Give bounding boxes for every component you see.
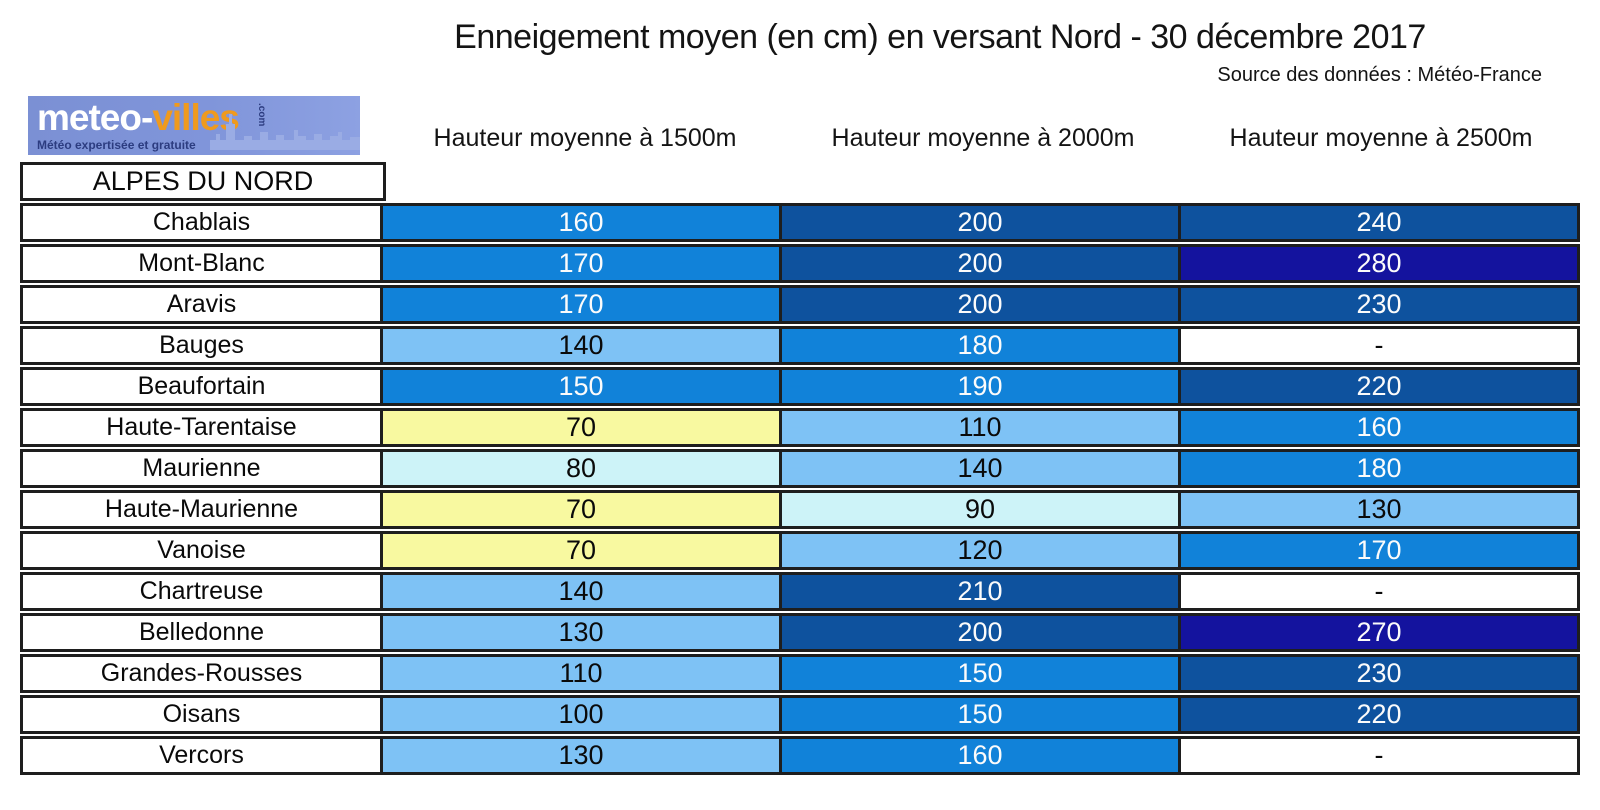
- value-cell: 200: [782, 616, 1181, 649]
- value-cell: 140: [383, 575, 782, 608]
- value-cell: 170: [383, 288, 782, 321]
- value-cell: 180: [782, 329, 1181, 362]
- value-cell: 110: [782, 411, 1181, 444]
- value-cell: 140: [782, 452, 1181, 485]
- page-title: Enneigement moyen (en cm) en versant Nor…: [454, 18, 1426, 56]
- table-row: Vanoise 70 120 170: [20, 531, 1580, 570]
- region-name: Mont-Blanc: [23, 247, 383, 280]
- region-name: Beaufortain: [23, 370, 383, 403]
- value-cell: 160: [782, 739, 1181, 772]
- value-cell: -: [1181, 329, 1577, 362]
- value-cell: 280: [1181, 247, 1577, 280]
- value-cell: 150: [383, 370, 782, 403]
- snow-depth-table: ALPES DU NORD Chablais 160 200 240 Mont-…: [20, 162, 1580, 775]
- table-row: Aravis 170 200 230: [20, 285, 1580, 324]
- table-row: Haute-Maurienne 70 90 130: [20, 490, 1580, 529]
- table-row: Mont-Blanc 170 200 280: [20, 244, 1580, 283]
- data-source-caption: Source des données : Météo-France: [1217, 64, 1542, 86]
- value-cell: 100: [383, 698, 782, 731]
- value-cell: 110: [383, 657, 782, 690]
- value-cell: 160: [1181, 411, 1577, 444]
- value-cell: 80: [383, 452, 782, 485]
- logo-brand-part1: meteo-: [37, 97, 153, 138]
- value-cell: 200: [782, 206, 1181, 239]
- region-name: Chablais: [23, 206, 383, 239]
- value-cell: 230: [1181, 657, 1577, 690]
- region-name: Haute-Tarentaise: [23, 411, 383, 444]
- region-name: Aravis: [23, 288, 383, 321]
- region-name: Haute-Maurienne: [23, 493, 383, 526]
- region-name: Bauges: [23, 329, 383, 362]
- value-cell: 240: [1181, 206, 1577, 239]
- table-row: Chablais 160 200 240: [20, 203, 1580, 242]
- region-name: Chartreuse: [23, 575, 383, 608]
- table-row: Vercors 130 160 -: [20, 736, 1580, 775]
- value-cell: 200: [782, 288, 1181, 321]
- value-cell: 120: [782, 534, 1181, 567]
- table-row: Haute-Tarentaise 70 110 160: [20, 408, 1580, 447]
- value-cell: 130: [1181, 493, 1577, 526]
- value-cell: -: [1181, 739, 1577, 772]
- region-name: Maurienne: [23, 452, 383, 485]
- value-cell: 70: [383, 493, 782, 526]
- region-name: Grandes-Rousses: [23, 657, 383, 690]
- value-cell: 210: [782, 575, 1181, 608]
- value-cell: 180: [1181, 452, 1577, 485]
- value-cell: 170: [1181, 534, 1577, 567]
- region-name: Belledonne: [23, 616, 383, 649]
- value-cell: 130: [383, 739, 782, 772]
- region-group-header: ALPES DU NORD: [20, 162, 386, 201]
- logo-brand-tld: .com: [256, 103, 267, 127]
- column-header-1500m: Hauteur moyenne à 1500m: [433, 124, 737, 152]
- value-cell: 220: [1181, 698, 1577, 731]
- value-cell: 220: [1181, 370, 1577, 403]
- table-row: Oisans 100 150 220: [20, 695, 1580, 734]
- value-cell: 200: [782, 247, 1181, 280]
- table-row: Maurienne 80 140 180: [20, 449, 1580, 488]
- value-cell: 90: [782, 493, 1181, 526]
- value-cell: 170: [383, 247, 782, 280]
- meteo-villes-logo: meteo-villes .com Météo expertisée et gr…: [28, 96, 360, 155]
- value-cell: 160: [383, 206, 782, 239]
- logo-brand-part2: villes: [152, 97, 240, 138]
- region-name: Oisans: [23, 698, 383, 731]
- table-row: Bauges 140 180 -: [20, 326, 1580, 365]
- value-cell: 130: [383, 616, 782, 649]
- table-row: Grandes-Rousses 110 150 230: [20, 654, 1580, 693]
- value-cell: 270: [1181, 616, 1577, 649]
- value-cell: 230: [1181, 288, 1577, 321]
- region-name: Vercors: [23, 739, 383, 772]
- city-skyline-graphic: [210, 114, 360, 150]
- logo-tagline: Météo expertisée et gratuite: [37, 138, 196, 152]
- value-cell: 150: [782, 657, 1181, 690]
- table-body: Chablais 160 200 240 Mont-Blanc 170 200 …: [20, 203, 1580, 775]
- column-headers: Hauteur moyenne à 1500m Hauteur moyenne …: [20, 124, 1580, 153]
- table-row: Chartreuse 140 210 -: [20, 572, 1580, 611]
- value-cell: 140: [383, 329, 782, 362]
- logo-brand-text: meteo-villes: [37, 96, 240, 140]
- column-header-spacer: [20, 124, 386, 153]
- value-cell: 70: [383, 411, 782, 444]
- value-cell: 190: [782, 370, 1181, 403]
- value-cell: -: [1181, 575, 1577, 608]
- region-name: Vanoise: [23, 534, 383, 567]
- value-cell: 150: [782, 698, 1181, 731]
- table-row: Belledonne 130 200 270: [20, 613, 1580, 652]
- column-header-2500m: Hauteur moyenne à 2500m: [1229, 124, 1533, 152]
- value-cell: 70: [383, 534, 782, 567]
- column-header-2000m: Hauteur moyenne à 2000m: [831, 124, 1135, 152]
- table-row: Beaufortain 150 190 220: [20, 367, 1580, 406]
